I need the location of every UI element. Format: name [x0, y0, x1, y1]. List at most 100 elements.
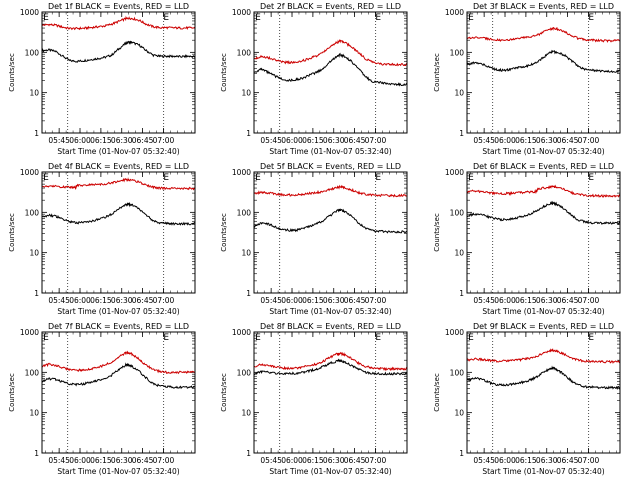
- x-tick-label: 06:00: [494, 136, 516, 145]
- chart-panel: Det 5f BLACK = Events, RED = LLD Counts/s…: [220, 162, 408, 316]
- chart-panel: Det 1f BLACK = Events, RED = LLD Counts/s…: [8, 2, 196, 156]
- x-tick-label: 06:45: [132, 456, 154, 465]
- e-marker-label: E: [255, 173, 261, 183]
- y-tick-label: 10: [241, 409, 251, 418]
- y-tick-label: 10: [241, 89, 251, 98]
- e-marker-label: E: [163, 333, 169, 343]
- events-series-line: [41, 40, 196, 63]
- x-tick-label: 07:00: [365, 456, 387, 465]
- x-tick-label: 06:00: [494, 296, 516, 305]
- plot-frame: [253, 171, 408, 294]
- e-marker-label: E: [163, 13, 169, 23]
- e-marker-label: E: [375, 173, 381, 183]
- x-axis-label: Start Time (01-Nov-07 05:32:40): [57, 467, 179, 476]
- plot-frame: [41, 171, 196, 294]
- lld-series-line: [253, 39, 408, 67]
- y-tick-label: 1000: [232, 168, 251, 177]
- chart-title: Det 4f BLACK = Events, RED = LLD: [48, 162, 189, 171]
- x-axis-label: Start Time (01-Nov-07 05:32:40): [482, 307, 604, 316]
- x-tick-label: 07:00: [365, 296, 387, 305]
- plot-frame: [253, 331, 408, 454]
- plot-frame: [253, 11, 408, 134]
- e-marker-label: E: [468, 333, 474, 343]
- e-marker-label: E: [43, 13, 49, 23]
- x-tick-label: 06:45: [557, 456, 579, 465]
- y-axis-label: Counts/sec: [433, 213, 441, 252]
- x-tick-label: 06:30: [323, 456, 345, 465]
- x-tick-label: 07:00: [578, 456, 600, 465]
- x-tick-label: 06:15: [302, 296, 324, 305]
- chart-panel: Det 2f BLACK = Events, RED = LLD Counts/s…: [220, 2, 408, 156]
- y-tick-label: 100: [450, 208, 465, 217]
- y-tick-label: 10: [29, 89, 39, 98]
- lld-series-line: [253, 351, 408, 372]
- e-marker-label: E: [163, 173, 169, 183]
- x-tick-label: 07:00: [153, 296, 175, 305]
- plot-frame: [466, 331, 621, 454]
- x-tick-label: 07:00: [578, 136, 600, 145]
- y-tick-label: 100: [237, 48, 252, 57]
- x-tick-label: 06:15: [90, 456, 112, 465]
- x-tick-label: 05:45: [473, 456, 495, 465]
- x-tick-label: 07:00: [365, 136, 387, 145]
- events-series-line: [466, 365, 621, 390]
- x-tick-label: 05:45: [473, 136, 495, 145]
- y-tick-label: 1000: [232, 328, 251, 337]
- y-tick-label: 1000: [20, 328, 39, 337]
- e-marker-label: E: [255, 333, 261, 343]
- y-tick-label: 1000: [445, 8, 464, 17]
- x-tick-label: 06:30: [111, 456, 133, 465]
- plot-frame: [466, 171, 621, 294]
- lld-series-line: [466, 184, 621, 198]
- x-tick-label: 06:45: [344, 296, 366, 305]
- chart-panel: Det 3f BLACK = Events, RED = LLD Counts/s…: [433, 2, 621, 156]
- y-axis-label: Counts/sec: [8, 53, 16, 92]
- chart-title: Det 6f BLACK = Events, RED = LLD: [473, 162, 614, 171]
- events-series-line: [41, 362, 196, 390]
- y-tick-label: 100: [237, 368, 252, 377]
- lld-series-line: [41, 177, 196, 191]
- y-tick-label: 100: [450, 48, 465, 57]
- x-tick-label: 06:00: [281, 136, 303, 145]
- y-tick-label: 1: [246, 289, 251, 298]
- y-axis-label: Counts/sec: [220, 53, 228, 92]
- x-tick-label: 05:45: [473, 296, 495, 305]
- chart-title: Det 2f BLACK = Events, RED = LLD: [260, 2, 401, 11]
- y-tick-label: 100: [25, 48, 40, 57]
- x-tick-label: 06:15: [515, 456, 537, 465]
- plot-frame: [41, 331, 196, 454]
- x-tick-label: 06:00: [69, 456, 91, 465]
- y-tick-label: 10: [454, 409, 464, 418]
- y-tick-label: 1: [34, 449, 39, 458]
- x-axis-label: Start Time (01-Nov-07 05:32:40): [269, 467, 391, 476]
- chart-title: Det 9f BLACK = Events, RED = LLD: [473, 322, 614, 331]
- x-tick-label: 07:00: [578, 296, 600, 305]
- y-tick-label: 10: [454, 249, 464, 258]
- x-tick-label: 06:15: [515, 296, 537, 305]
- chart-panel: Det 4f BLACK = Events, RED = LLD Counts/s…: [8, 162, 196, 316]
- x-tick-label: 06:00: [281, 456, 303, 465]
- y-axis-label: Counts/sec: [8, 373, 16, 412]
- x-tick-label: 06:45: [344, 456, 366, 465]
- lld-series-line: [253, 184, 408, 198]
- x-axis-label: Start Time (01-Nov-07 05:32:40): [57, 307, 179, 316]
- chart-title: Det 7f BLACK = Events, RED = LLD: [48, 322, 189, 331]
- y-tick-label: 10: [29, 249, 39, 258]
- x-tick-label: 06:00: [494, 456, 516, 465]
- plot-frame: [466, 11, 621, 134]
- y-axis-label: Counts/sec: [433, 373, 441, 412]
- x-tick-label: 06:30: [536, 136, 558, 145]
- lld-series-line: [467, 26, 621, 43]
- y-tick-label: 100: [25, 368, 40, 377]
- x-tick-label: 06:15: [90, 136, 112, 145]
- y-tick-label: 1000: [20, 8, 39, 17]
- x-tick-label: 06:00: [69, 136, 91, 145]
- chart-title: Det 1f BLACK = Events, RED = LLD: [48, 2, 189, 11]
- x-tick-label: 06:30: [536, 296, 558, 305]
- x-tick-label: 06:30: [111, 296, 133, 305]
- y-tick-label: 1: [459, 289, 464, 298]
- x-tick-label: 06:30: [536, 456, 558, 465]
- x-tick-label: 06:15: [515, 136, 537, 145]
- y-axis-label: Counts/sec: [220, 213, 228, 252]
